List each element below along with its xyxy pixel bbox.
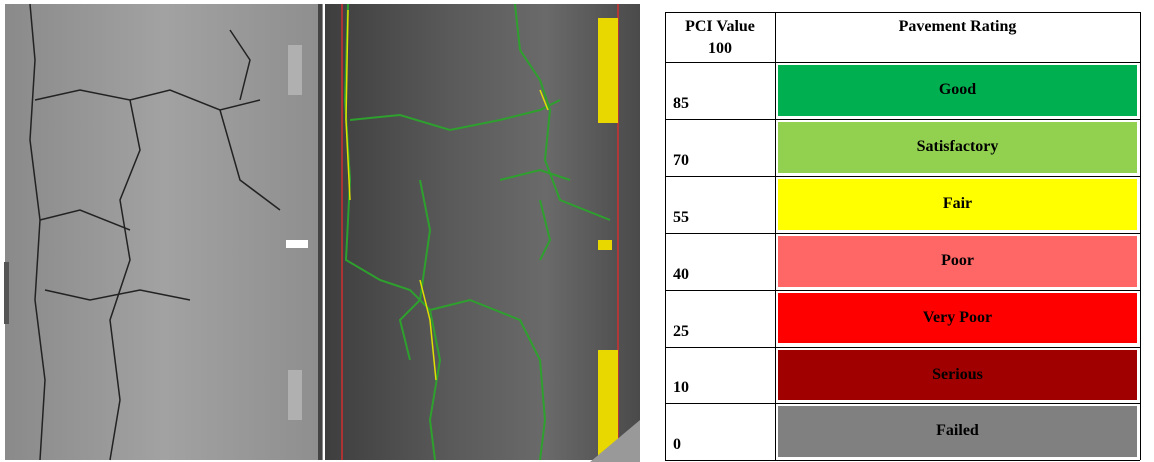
table-border — [665, 289, 1140, 291]
rating-cell: Good — [778, 65, 1137, 116]
pci-value: 0 — [673, 436, 681, 454]
rating-cell: Failed — [778, 406, 1137, 458]
pavement-images — [4, 3, 640, 462]
table-border — [665, 118, 1140, 120]
table-border — [665, 12, 666, 461]
pci-value: 10 — [673, 379, 689, 397]
pci-value: 55 — [673, 208, 689, 226]
table-border — [665, 460, 1140, 462]
table-border — [1140, 12, 1141, 461]
pci-value: 85 — [673, 94, 689, 112]
table-border — [665, 12, 1140, 13]
header-top-value: 100 — [708, 40, 732, 57]
table-border — [665, 403, 1140, 405]
pci-value: 25 — [673, 322, 689, 340]
rating-cell: Serious — [778, 349, 1137, 401]
pci-value: 40 — [673, 265, 689, 283]
table-border — [665, 62, 1140, 63]
table-border — [665, 175, 1140, 177]
rating-cell: Fair — [778, 178, 1137, 230]
header-pci: PCI Value — [685, 18, 755, 35]
table-border — [665, 346, 1140, 348]
pci-value: 70 — [673, 151, 689, 169]
table-border — [665, 232, 1140, 234]
rating-cell: Very Poor — [778, 292, 1137, 344]
table-border — [775, 12, 776, 461]
rating-cell: Satisfactory — [778, 121, 1137, 173]
rating-cell: Poor — [778, 235, 1137, 287]
header-rating: Pavement Rating — [898, 18, 1017, 35]
